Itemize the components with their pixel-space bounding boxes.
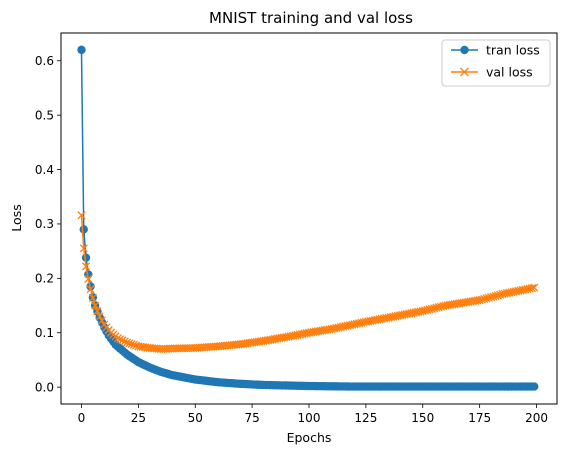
data-point — [527, 283, 537, 293]
y-axis-ticks: 0.0 0.1 0.2 0.3 0.4 0.5 0.6 — [35, 54, 61, 394]
data-point — [530, 283, 539, 292]
y-tick-label: 0.1 — [35, 326, 54, 340]
data-point — [79, 244, 88, 253]
x-tick-label: 200 — [525, 411, 548, 425]
data-point — [79, 225, 88, 234]
legend: tran loss val loss — [441, 39, 551, 87]
data-point — [129, 340, 138, 349]
series-val-loss — [77, 211, 539, 354]
legend-tran-loss-label: tran loss — [486, 43, 540, 58]
legend-val-loss-label: val loss — [486, 65, 533, 80]
x-axis-label: Epochs — [287, 430, 332, 445]
data-point — [95, 312, 104, 321]
data-point — [93, 306, 102, 316]
x-tick-label: 125 — [354, 411, 377, 425]
data-point — [86, 285, 95, 294]
y-tick-label: 0.4 — [35, 163, 54, 177]
data-point — [489, 292, 498, 301]
data-point — [77, 45, 86, 55]
data-point — [84, 274, 93, 283]
y-axis-label: Loss — [9, 204, 24, 231]
data-point — [118, 336, 127, 345]
data-point — [77, 211, 86, 220]
y-tick-label: 0.2 — [35, 272, 54, 286]
chart-title: MNIST training and val loss — [209, 9, 413, 27]
y-tick-label: 0.6 — [35, 54, 54, 68]
data-point — [530, 382, 539, 391]
x-tick-label: 50 — [188, 411, 203, 425]
x-tick-label: 150 — [411, 411, 434, 425]
series-tran-loss — [77, 45, 539, 391]
x-tick-label: 75 — [244, 411, 259, 425]
data-point — [480, 294, 489, 303]
data-point — [493, 291, 502, 300]
plot-frame — [60, 32, 558, 405]
data-point — [97, 316, 107, 325]
series-layer — [77, 45, 539, 391]
data-point — [484, 293, 493, 302]
x-axis-ticks: 0 25 50 75 100 125 150 175 200 — [78, 404, 548, 425]
data-point — [482, 294, 491, 303]
data-point — [491, 291, 500, 300]
data-point — [88, 293, 97, 302]
data-point — [91, 301, 100, 310]
data-point — [475, 296, 484, 305]
y-tick-label: 0.3 — [35, 217, 54, 231]
legend-box — [441, 39, 551, 87]
x-tick-label: 25 — [131, 411, 146, 425]
y-tick-label: 0.0 — [35, 380, 54, 394]
data-point — [81, 262, 91, 271]
legend-tran-loss-marker — [460, 45, 469, 55]
data-point — [116, 335, 125, 344]
data-point — [122, 338, 132, 347]
x-tick-label: 100 — [298, 411, 321, 425]
data-point — [125, 339, 134, 348]
data-point — [113, 334, 122, 343]
x-tick-label: 0 — [78, 411, 86, 425]
y-tick-label: 0.5 — [35, 108, 54, 122]
data-point — [120, 337, 129, 346]
legend-val-loss-marker — [460, 67, 469, 77]
data-point — [127, 339, 136, 349]
data-point — [486, 293, 496, 302]
x-tick-label: 175 — [468, 411, 491, 425]
data-point — [477, 295, 486, 304]
